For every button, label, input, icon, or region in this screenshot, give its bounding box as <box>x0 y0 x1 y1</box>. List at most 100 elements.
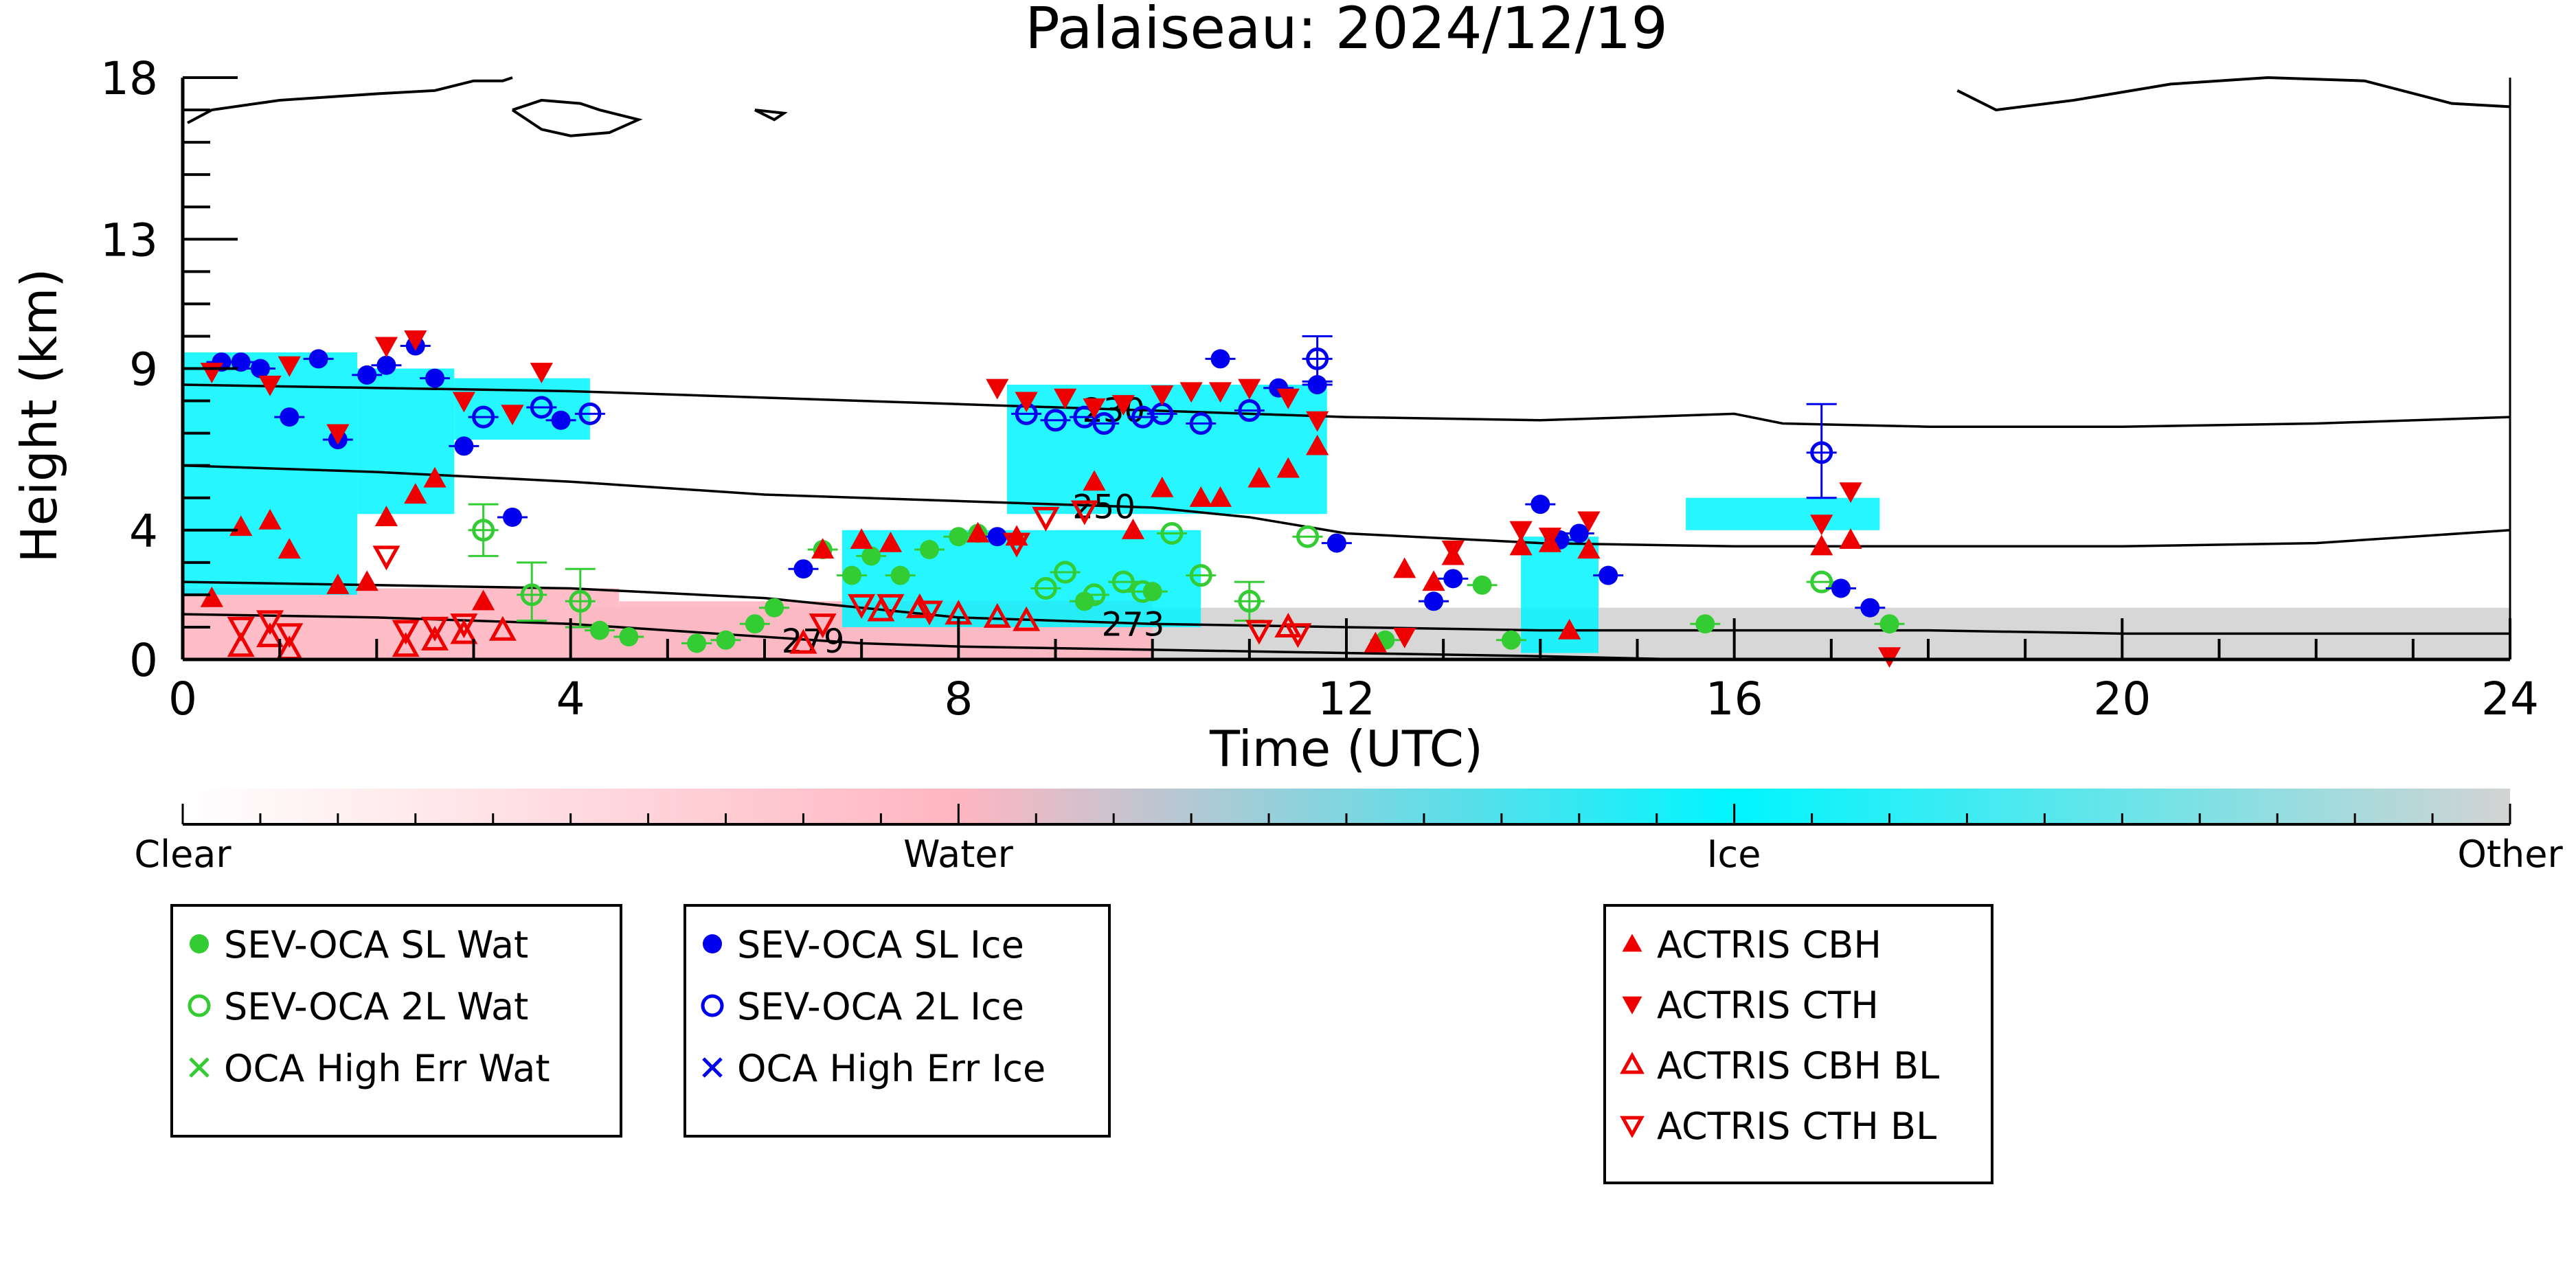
actris-cbh-point <box>374 506 398 527</box>
sev-oca-2l-wat-point <box>1238 589 1261 613</box>
sev-oca-sl-wat-point <box>890 565 910 585</box>
sev-oca-sl-ice-point <box>1424 591 1444 611</box>
actris-cth-point <box>1179 382 1203 403</box>
isotherm-label-273: 273 <box>1102 605 1165 644</box>
actris-cbh-bl-point <box>905 593 934 618</box>
legend-marker-actris-cth-bl <box>1620 1116 1645 1138</box>
actris-cth-point <box>1111 395 1135 416</box>
sev-oca-2l-ice-error-bar <box>1806 403 1837 499</box>
actris-cbh-point <box>278 538 301 559</box>
actris-cth-point <box>1306 411 1329 432</box>
sev-oca-2l-wat-point <box>1189 564 1212 587</box>
sev-oca-sl-wat-point <box>949 527 969 547</box>
actris-cth-point <box>1238 379 1261 400</box>
actris-cbh-point <box>1577 538 1601 559</box>
sev-oca-2l-wat-point <box>569 589 592 613</box>
isotherm-label-279: 279 <box>782 622 845 661</box>
sev-oca-sl-ice-point <box>357 365 377 385</box>
actris-cbh-point <box>1306 434 1329 455</box>
y-tick-label: 0 <box>129 634 158 687</box>
actris-cbh-point <box>200 586 223 607</box>
cloud-region-ice <box>454 378 590 440</box>
actris-cbh-bl-point <box>1013 606 1041 631</box>
legend-label-oca-high-err-wat: OCA High Err Wat <box>224 1047 550 1090</box>
sev-oca-sl-ice-point <box>1443 569 1463 589</box>
x-tick-label: 12 <box>1318 673 1375 725</box>
sev-oca-sl-wat-point <box>919 540 939 560</box>
actris-cth-bl-point <box>1032 506 1060 532</box>
legend-label-sev-oca-2l-ice: SEV-OCA 2L Ice <box>737 985 1024 1028</box>
legend-marker-sev-oca-2l-wat <box>188 994 211 1017</box>
actris-cth-point <box>1577 511 1601 532</box>
sev-oca-sl-wat-point <box>716 630 736 650</box>
actris-cth-bl-point <box>848 594 876 619</box>
legend-label-oca-high-err-ice: OCA High Err Ice <box>737 1047 1046 1090</box>
actris-cth-bl-point <box>256 610 284 635</box>
tropopause-contour <box>511 98 643 137</box>
actris-cth-point <box>1877 647 1901 668</box>
tropopause-contour <box>1956 76 2511 112</box>
actris-cth-point <box>1393 627 1416 648</box>
legend-marker-oca-high-err-ice <box>702 1057 723 1078</box>
actris-cth-point <box>501 405 524 426</box>
actris-cth-point <box>1054 388 1077 409</box>
actris-cth-bl-point <box>1284 623 1312 648</box>
actris-cth-point <box>1208 382 1232 403</box>
sev-oca-sl-ice-point <box>1530 495 1550 515</box>
y-axis-label: Height (km) <box>10 269 68 563</box>
sev-oca-sl-ice-point <box>280 407 300 427</box>
actris-cbh-point <box>879 531 903 552</box>
category-label-water: Water <box>903 833 1013 876</box>
actris-cth-point <box>1276 388 1300 409</box>
actris-cth-point <box>1441 540 1465 561</box>
actris-cbh-point <box>1509 534 1533 556</box>
legend-box-2: SEV-OCA SL Ice SEV-OCA 2L Ice OCA High Err… <box>683 904 1111 1138</box>
legend-label-sev-oca-2l-wat: SEV-OCA 2L Wat <box>224 985 528 1028</box>
sev-oca-sl-ice-point <box>551 410 571 430</box>
legend-box-1: SEV-OCA SL Wat SEV-OCA 2L Wat OCA High Err… <box>170 904 622 1138</box>
sev-oca-sl-wat-point <box>861 546 881 566</box>
actris-cth-point <box>404 330 427 351</box>
x-tick-label: 4 <box>556 673 585 725</box>
legend-marker-sev-oca-2l-ice <box>701 994 724 1017</box>
y-tick-label: 4 <box>129 505 158 558</box>
cloud-region-ice <box>357 368 455 515</box>
category-colorbar: Clear Water Ice Other <box>134 789 2563 876</box>
legend-marker-sev-oca-sl-wat <box>190 934 209 953</box>
actris-cbh-point <box>258 508 282 530</box>
actris-cth-point <box>258 375 282 396</box>
sev-oca-2l-ice-point <box>472 405 495 429</box>
sev-oca-sl-ice-point <box>1860 598 1880 618</box>
actris-cth-point <box>1839 482 1862 504</box>
actris-cth-point <box>1151 385 1174 406</box>
cloud-region-ice <box>1686 497 1880 530</box>
sev-oca-sl-ice-point <box>1598 565 1618 585</box>
actris-cbh-point <box>326 573 350 594</box>
actris-cth-point <box>278 356 301 377</box>
actris-cbh-bl-point <box>392 632 420 657</box>
actris-cth-bl-point <box>1245 620 1273 645</box>
actris-cbh-point <box>423 466 447 488</box>
legend-label-sev-oca-sl-wat: SEV-OCA SL Wat <box>224 923 528 967</box>
sev-oca-sl-ice-point <box>231 352 251 372</box>
actris-cbh-bl-point <box>421 625 449 651</box>
actris-cbh-point <box>811 538 835 559</box>
actris-cth-point <box>1083 398 1106 419</box>
y-tick-label: 18 <box>100 52 158 105</box>
sev-oca-2l-wat-error-bar <box>517 561 547 622</box>
sev-oca-sl-ice-point <box>1569 523 1589 543</box>
actris-cbh-point <box>1810 534 1833 556</box>
sev-oca-2l-ice-point <box>1238 399 1261 422</box>
sev-oca-2l-wat-point <box>520 583 543 607</box>
actris-cbh-point <box>1189 486 1212 507</box>
sev-oca-sl-wat-point <box>765 598 784 618</box>
actris-cbh-point <box>1558 618 1581 640</box>
sev-oca-sl-wat-point <box>1879 614 1899 634</box>
sev-oca-2l-wat-point <box>1296 525 1320 548</box>
actris-cth-bl-point <box>392 620 420 645</box>
sev-oca-2l-wat-point <box>472 519 495 542</box>
sev-oca-sl-wat-point <box>590 620 610 640</box>
x-tick-label: 8 <box>944 673 973 725</box>
sev-oca-2l-wat-point <box>1034 576 1057 600</box>
